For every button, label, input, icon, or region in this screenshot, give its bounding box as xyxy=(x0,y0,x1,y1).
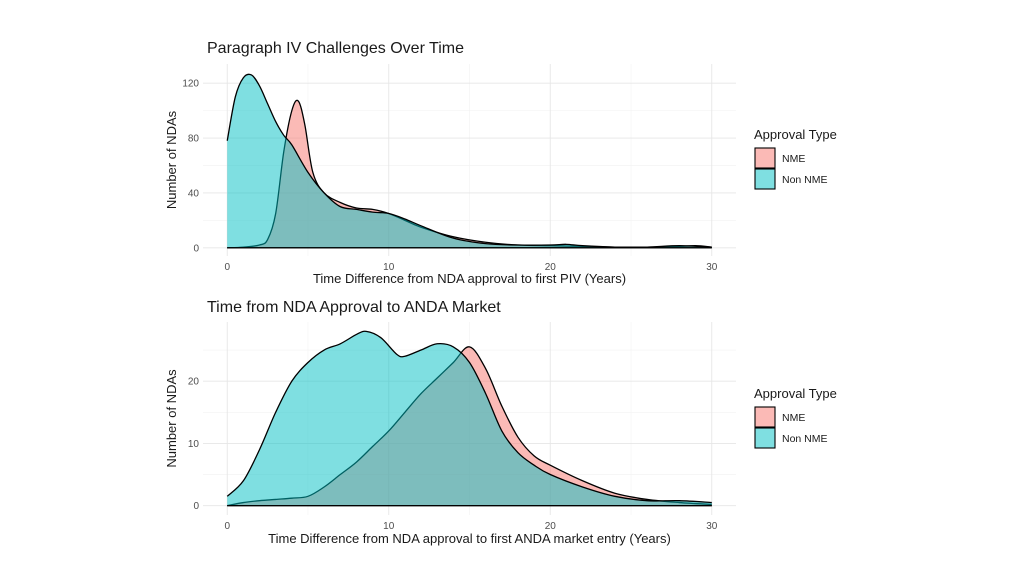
chart-title: Paragraph IV Challenges Over Time xyxy=(207,40,464,57)
x-tick-label: 30 xyxy=(706,262,718,273)
legend-key-nme xyxy=(754,147,776,169)
legend-key-non-nme xyxy=(754,427,776,449)
y-tick-label: 0 xyxy=(193,501,199,512)
legend: Approval Type NME Non NME xyxy=(754,127,837,190)
y-tick-label: 20 xyxy=(188,377,200,388)
legend-title: Approval Type xyxy=(754,127,837,142)
density-area-non-nme xyxy=(227,74,712,248)
y-tick-label: 40 xyxy=(188,188,200,199)
legend-title: Approval Type xyxy=(754,386,837,401)
chart-title: Time from NDA Approval to ANDA Market xyxy=(207,299,501,316)
legend: Approval Type NME Non NME xyxy=(754,386,837,449)
legend-label-non-nme: Non NME xyxy=(782,433,828,445)
y-tick-label: 0 xyxy=(193,243,199,254)
x-axis-title: Time Difference from NDA approval to fir… xyxy=(313,271,626,286)
x-tick-label: 0 xyxy=(224,521,230,532)
legend-label-nme: NME xyxy=(782,412,805,424)
density-line-non-nme xyxy=(226,73,712,248)
legend-key-non-nme xyxy=(754,168,776,190)
x-tick-label: 10 xyxy=(383,262,395,273)
y-tick-label: 80 xyxy=(188,134,200,145)
x-tick-label: 10 xyxy=(383,521,395,532)
legend-key-nme xyxy=(754,406,776,428)
y-tick-label: 10 xyxy=(188,439,200,450)
density-line-non-nme xyxy=(226,330,712,504)
x-tick-label: 30 xyxy=(706,521,718,532)
density-area-non-nme xyxy=(227,331,712,506)
y-axis-title: Number of NDAs xyxy=(164,110,179,209)
y-axis-title: Number of NDAs xyxy=(164,369,179,468)
chart-panel-2: 0 10 20 30 0 10 20 Time from NDA Approval to AN… xyxy=(164,299,837,546)
x-tick-label: 0 xyxy=(224,262,230,273)
legend-label-non-nme: Non NME xyxy=(782,174,828,186)
chart-panel-1: 0 10 20 30 0 40 80 120 Paragraph IV Challenges O… xyxy=(164,40,837,286)
y-tick-label: 120 xyxy=(182,79,199,90)
x-tick-label: 20 xyxy=(545,521,557,532)
x-axis-title: Time Difference from NDA approval to fir… xyxy=(268,531,671,546)
legend-label-nme: NME xyxy=(782,153,805,165)
x-tick-label: 20 xyxy=(545,262,557,273)
